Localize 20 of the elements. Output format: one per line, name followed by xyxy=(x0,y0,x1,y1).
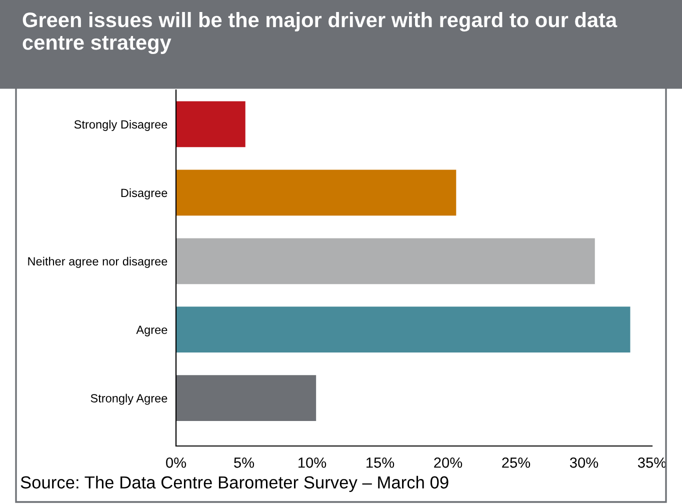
y-tick-label: Disagree xyxy=(121,188,168,200)
x-tick-label: 25% xyxy=(502,457,530,468)
x-tick-label: 30% xyxy=(570,457,598,468)
x-tick-label: 35% xyxy=(638,457,666,468)
y-tick-label: Strongly Agree xyxy=(90,394,168,405)
x-tick-label: 0% xyxy=(166,457,186,468)
bar xyxy=(176,238,595,284)
y-tick-label: Agree xyxy=(136,326,168,336)
bar xyxy=(176,101,246,148)
x-tick-label: 20% xyxy=(434,457,462,468)
chart-title: Green issues will be the major driver with regard to our data centre strategy xyxy=(22,12,618,54)
bar xyxy=(176,306,630,353)
x-tick-label: 15% xyxy=(366,458,394,468)
bar xyxy=(176,170,456,216)
bar xyxy=(176,375,316,422)
x-tick-label: 10% xyxy=(298,457,326,468)
x-tick-label: 5% xyxy=(234,458,254,468)
y-tick-label: Strongly Disagree xyxy=(74,120,168,131)
y-tick-label: Neither agree nor disagree xyxy=(28,256,168,268)
source-note: Source: The Data Centre Barometer Survey – March 09 xyxy=(20,476,448,492)
